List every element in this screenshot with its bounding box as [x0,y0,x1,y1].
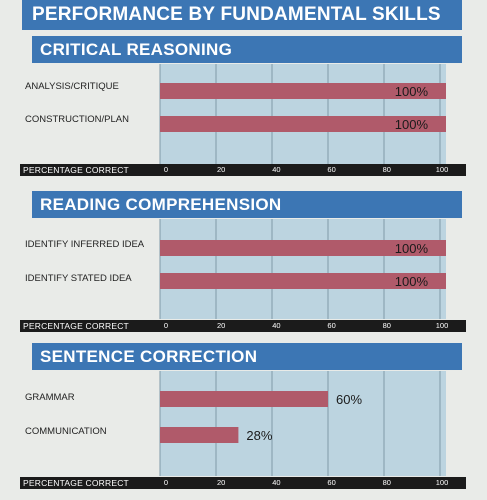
x-tick-label: 100 [435,478,449,487]
chart-title: CRITICAL REASONING [32,36,462,63]
chart-title: READING COMPREHENSION [32,191,462,218]
x-tick-label: 40 [272,321,281,330]
data-label: 100% [395,241,429,256]
category-label: IDENTIFY STATED IDEA [25,273,132,284]
x-tick-label: 40 [272,165,281,174]
bar-plot: 100% 100% [159,219,446,319]
sentence-correction-chart: SENTENCE CORRECTION GRAMMAR COMMUNICATIO… [20,341,466,491]
x-tick-label: 20 [217,165,226,174]
bar [160,427,239,443]
bar-plot: 60% 28% [159,371,446,476]
x-tick-label: 80 [382,321,391,330]
x-tick-label: 0 [163,321,169,330]
x-tick-label: 100 [435,165,449,174]
plot-area [160,64,446,164]
data-label: 28% [246,428,272,443]
category-label: IDENTIFY INFERRED IDEA [25,239,145,250]
x-axis-title: PERCENTAGE CORRECT [23,478,129,488]
reading-comprehension-chart: READING COMPREHENSION IDENTIFY INFERRED … [20,189,466,334]
x-axis-title: PERCENTAGE CORRECT [23,321,129,331]
x-tick-label: 60 [327,478,336,487]
x-tick-label: 60 [327,165,336,174]
bar-plot: 100% 100% [159,64,446,164]
bar [160,391,328,407]
x-tick-label: 80 [382,165,391,174]
x-tick-label: 60 [327,321,336,330]
x-tick-label: 0 [163,165,169,174]
plot-area [160,371,446,476]
x-axis-title: PERCENTAGE CORRECT [23,165,129,175]
bar [160,273,446,289]
critical-reasoning-chart: CRITICAL REASONING ANALYSIS/CRITIQUE CON… [20,36,466,176]
x-tick-label: 40 [272,478,281,487]
x-tick-label: 20 [217,321,226,330]
page-title: PERFORMANCE BY FUNDAMENTAL SKILLS [22,0,462,30]
category-label: CONSTRUCTION/PLAN [25,114,129,125]
x-tick-label: 80 [382,478,391,487]
bar [160,83,446,99]
x-axis: PERCENTAGE CORRECT 0 20 40 60 80 100 [20,164,466,176]
x-tick-label: 20 [217,478,226,487]
data-label: 100% [395,117,429,132]
bar [160,116,446,132]
data-label: 100% [395,274,429,289]
chart-title: SENTENCE CORRECTION [32,343,462,370]
x-axis: PERCENTAGE CORRECT 0 20 40 60 80 100 [20,477,466,489]
x-tick-label: 100 [435,321,449,330]
x-axis: PERCENTAGE CORRECT 0 20 40 60 80 100 [20,320,466,332]
bar [160,240,446,256]
plot-area [160,219,446,319]
category-label: ANALYSIS/CRITIQUE [25,81,119,92]
data-label: 100% [395,84,429,99]
data-label: 60% [336,392,362,407]
category-label: COMMUNICATION [25,426,107,437]
x-tick-label: 0 [163,478,169,487]
category-label: GRAMMAR [25,392,75,403]
